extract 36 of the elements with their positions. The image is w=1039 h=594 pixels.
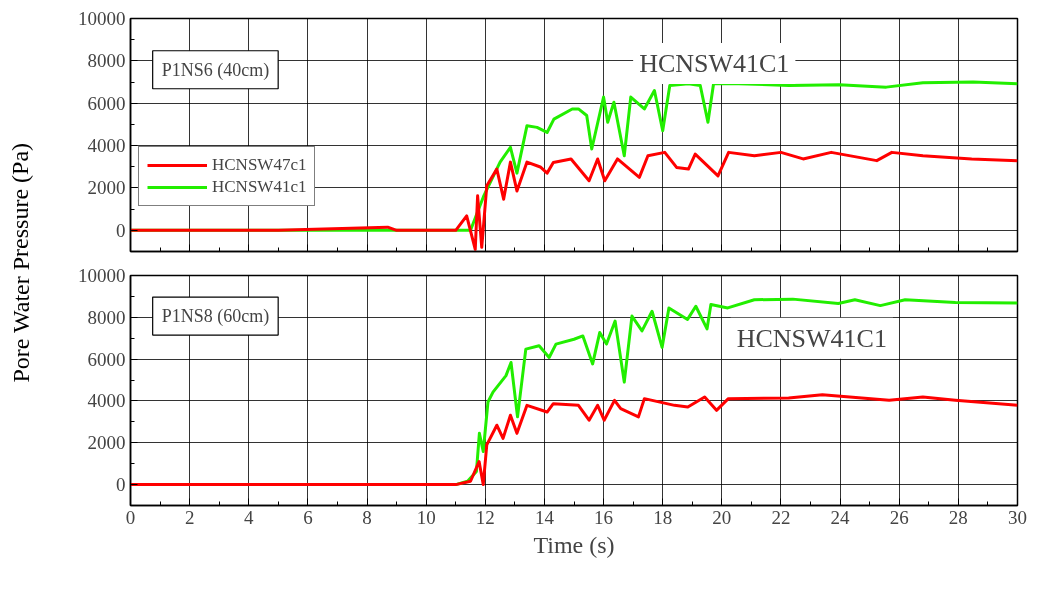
x-tick-label: 28 bbox=[948, 506, 968, 528]
x-tick-label: 14 bbox=[534, 506, 555, 528]
y-axis-title: Pore Water Pressure (Pa) bbox=[7, 142, 34, 383]
annotation: HCNSW41C1 bbox=[736, 323, 887, 353]
y-tick-label: 2000 bbox=[87, 432, 126, 454]
y-tick-label: 0 bbox=[116, 474, 126, 496]
annotation: P1NS8 (60cm) bbox=[161, 306, 270, 328]
annotation: P1NS6 (40cm) bbox=[161, 59, 270, 81]
y-tick-label: 10000 bbox=[78, 265, 126, 286]
annotation: HCNSW41C1 bbox=[639, 49, 790, 79]
legend-label: HCNSW47c1 bbox=[212, 155, 307, 175]
x-tick-label: 22 bbox=[771, 506, 791, 528]
x-axis-title: Time (s) bbox=[533, 531, 615, 558]
x-tick-label: 18 bbox=[653, 506, 673, 528]
x-tick-label: 10 bbox=[416, 506, 436, 528]
y-tick-label: 8000 bbox=[87, 306, 126, 328]
x-tick-label: 20 bbox=[712, 506, 732, 528]
y-tick-label: 6000 bbox=[87, 92, 126, 114]
x-tick-label: 2 bbox=[184, 506, 195, 528]
y-tick-label: 6000 bbox=[87, 348, 126, 370]
x-tick-label: 12 bbox=[475, 506, 495, 528]
y-tick-label: 4000 bbox=[87, 135, 126, 157]
x-tick-label: 16 bbox=[594, 506, 614, 528]
x-tick-label: 26 bbox=[889, 506, 909, 528]
legend-label: HCNSW41c1 bbox=[212, 177, 307, 197]
x-tick-label: 8 bbox=[362, 506, 372, 528]
line-series bbox=[130, 393, 1018, 487]
y-tick-label: 0 bbox=[116, 219, 126, 241]
x-tick-label: 6 bbox=[303, 506, 313, 528]
x-tick-label: 24 bbox=[830, 506, 851, 528]
y-tick-label: 8000 bbox=[87, 50, 126, 72]
x-tick-label: 4 bbox=[244, 506, 255, 528]
y-tick-label: 2000 bbox=[87, 177, 126, 199]
x-tick-label: 30 bbox=[1008, 506, 1027, 528]
y-tick-label: 10000 bbox=[78, 8, 126, 29]
y-tick-label: 4000 bbox=[87, 390, 126, 412]
